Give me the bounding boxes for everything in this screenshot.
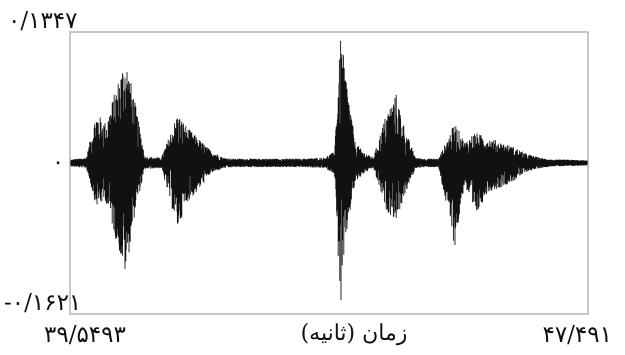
x-tick-label-start: ۳۹/۵۴۹۳ [44, 322, 126, 348]
y-tick-label-min: -۰/۱۶۲۱ [4, 290, 81, 316]
plot-frame [69, 31, 589, 315]
x-tick-label-end: ۴۷/۴۹۱ [542, 322, 612, 348]
waveform-series [70, 40, 588, 301]
x-axis-label: زمان (ثانیه) [301, 321, 408, 346]
y-tick-label-max: ۰/۱۳۴۷ [8, 8, 78, 34]
y-tick-label-zero: ۰ [52, 150, 64, 175]
waveform-trace [70, 40, 588, 301]
